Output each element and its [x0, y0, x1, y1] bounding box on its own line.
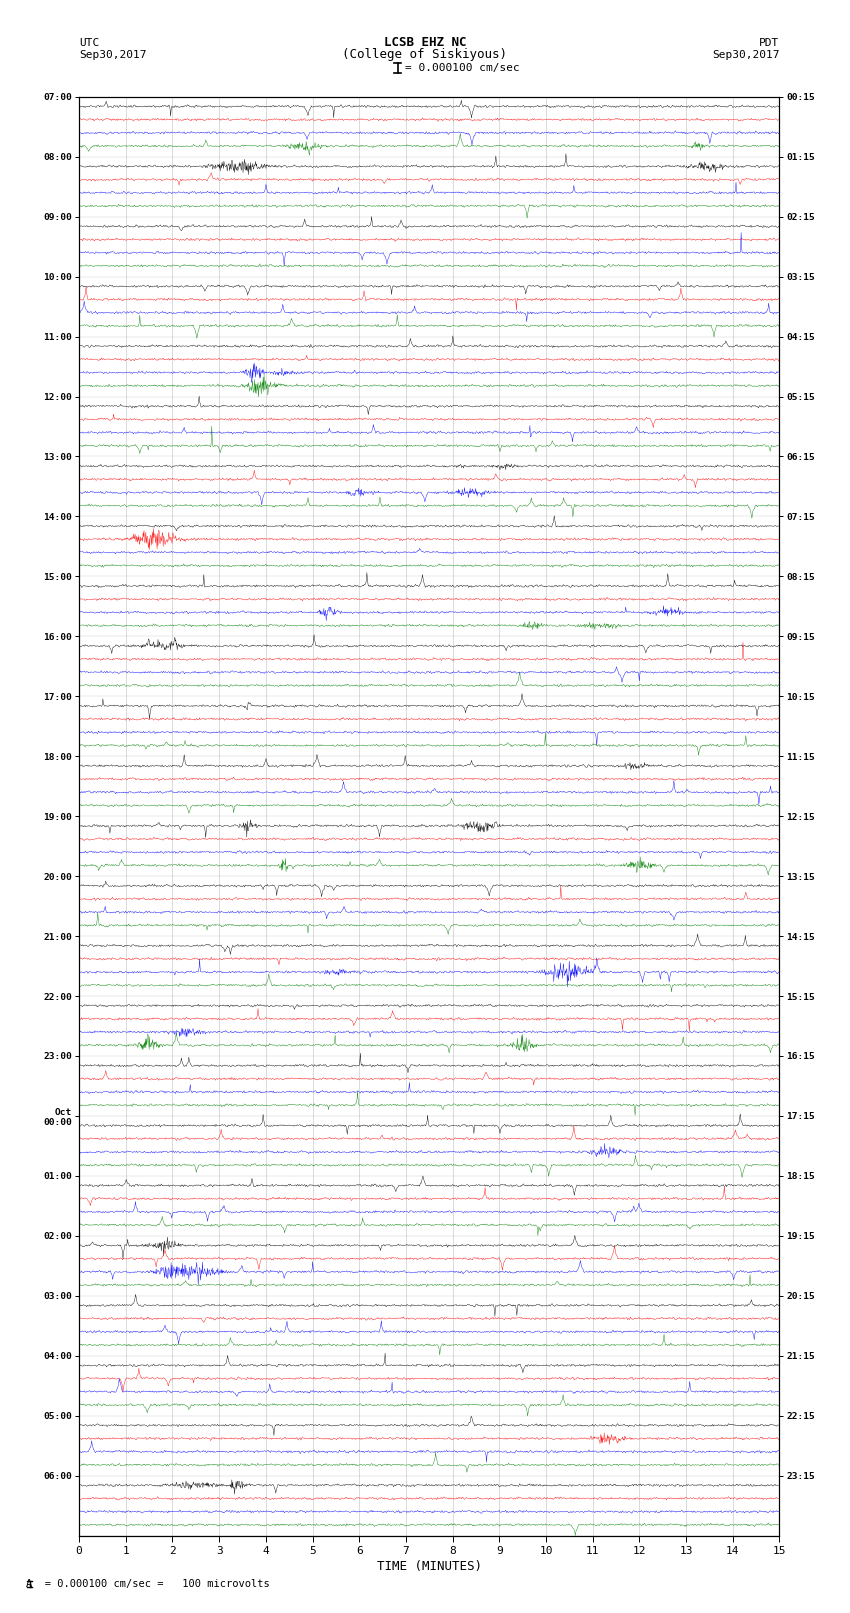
Text: LCSB EHZ NC: LCSB EHZ NC	[383, 35, 467, 50]
Text: Sep30,2017: Sep30,2017	[79, 50, 146, 60]
Text: A  = 0.000100 cm/sec =   100 microvolts: A = 0.000100 cm/sec = 100 microvolts	[26, 1579, 269, 1589]
Text: = 0.000100 cm/sec: = 0.000100 cm/sec	[405, 63, 519, 73]
Text: UTC: UTC	[79, 37, 99, 48]
Text: Sep30,2017: Sep30,2017	[712, 50, 779, 60]
Text: PDT: PDT	[759, 37, 779, 48]
X-axis label: TIME (MINUTES): TIME (MINUTES)	[377, 1560, 482, 1573]
Text: (College of Siskiyous): (College of Siskiyous)	[343, 48, 507, 61]
